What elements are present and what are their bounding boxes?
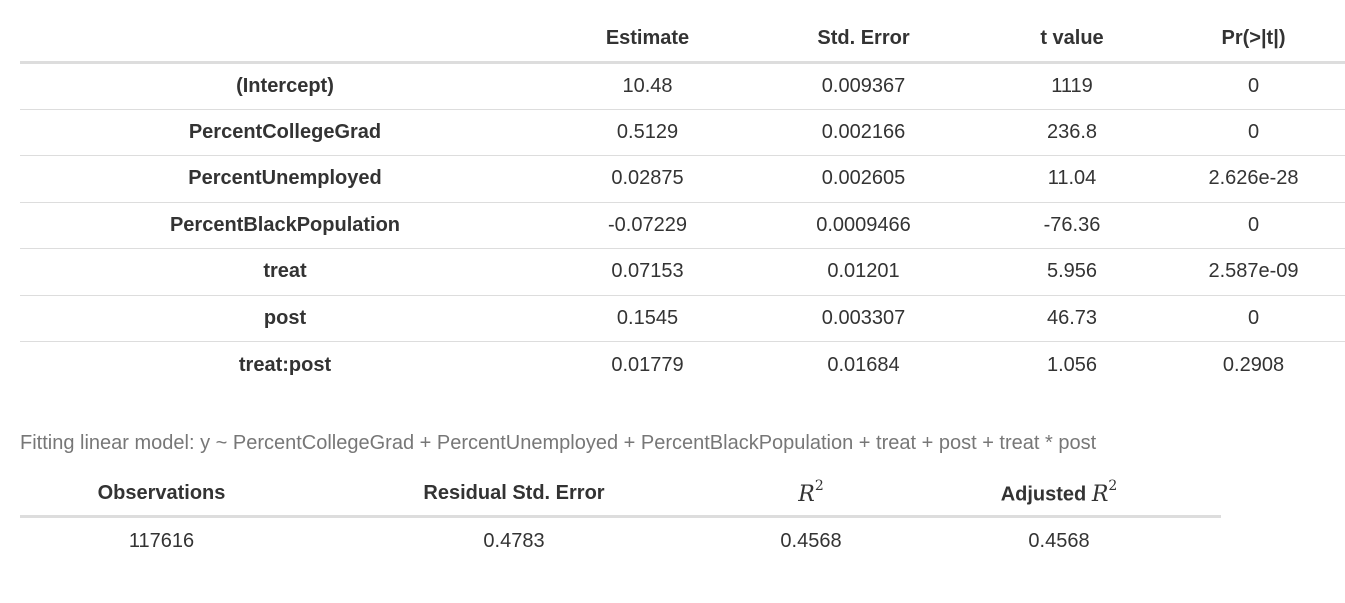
model-fit-row: 117616 0.4783 0.4568 0.4568 <box>20 517 1221 565</box>
cell-estimate: -0.07229 <box>550 202 745 249</box>
table-row: PercentUnemployed 0.02875 0.002605 11.04 2.6… <box>20 155 1345 203</box>
cell-estimate: 0.1545 <box>550 295 745 342</box>
header-p-value: Pr(>|t|) <box>1162 15 1345 64</box>
cell-t-value: 1.056 <box>1046 353 1098 376</box>
cell-term: treat:post <box>238 353 332 376</box>
header-t-value: t value <box>982 15 1162 64</box>
model-fit-table: Observations Residual Std. Error R2 Adju… <box>20 472 1221 564</box>
table-caption: Fitting linear model: y ~ PercentCollege… <box>20 432 1097 454</box>
cell-std-error: 0.009367 <box>745 62 982 110</box>
cell-t-value: 5.956 <box>982 248 1162 296</box>
cell-term: PercentUnemployed <box>20 155 550 203</box>
cell-std-error: 0.01684 <box>827 353 900 376</box>
header-term <box>20 15 550 64</box>
header-estimate: Estimate <box>550 15 745 64</box>
cell-estimate: 10.48 <box>550 62 745 110</box>
cell-term: PercentCollegeGrad <box>20 109 550 156</box>
value-r-squared: 0.4568 <box>780 529 842 552</box>
header-r-squared: R2 <box>725 472 897 518</box>
cell-p-value: 0 <box>1162 295 1345 342</box>
table-row: PercentBlackPopulation -0.07229 0.0009466-… <box>20 202 1345 249</box>
cell-p-value: 0 <box>1162 109 1345 156</box>
value-observations: 117616 <box>128 529 195 552</box>
cell-t-value: 46.73 <box>982 295 1162 342</box>
cell-t-value: 11.04 <box>982 155 1162 203</box>
coefficients-table: Estimate Std. Error t value Pr(>|t|) (In… <box>20 15 1345 388</box>
cell-std-error: 0.002166 <box>745 109 982 156</box>
cell-p-value: 0.2908 <box>1222 353 1285 376</box>
cell-p-value: 0 <box>1162 202 1345 249</box>
table-row: PercentCollegeGrad 0.5129 0.002166 236.8 0 <box>20 109 1345 156</box>
table-row: treat:post 0.01779 0.01684 1.056 0.2908 <box>20 342 1345 389</box>
cell-term: post <box>20 295 550 342</box>
cell-p-value: 0 <box>1162 62 1345 110</box>
cell-estimate: 0.02875 <box>550 155 745 203</box>
value-residual-std-error: 0.4783 <box>483 529 545 552</box>
cell-std-error: 0.002605 <box>745 155 982 203</box>
cell-t-value: 1119 <box>982 62 1162 110</box>
cell-std-error: 0.003307 <box>745 295 982 342</box>
cell-t-value: -76.36 <box>982 202 1162 249</box>
cell-std-error: 0.0009466 <box>745 202 982 249</box>
cell-p-value: 2.587e-09 <box>1162 248 1345 296</box>
header-adjusted-r-squared: Adjusted R2 <box>897 472 1221 518</box>
table-row: post 0.1545 0.003307 46.73 0 <box>20 295 1345 342</box>
header-std-error: Std. Error <box>745 15 982 64</box>
header-residual-std-error: Residual Std. Error <box>303 472 725 518</box>
table-row: treat 0.07153 0.01201 5.956 2.587e-09 <box>20 248 1345 296</box>
cell-term: PercentBlackPopulation <box>20 202 550 249</box>
coefficients-header-row: Estimate Std. Error t value Pr(>|t|) <box>20 15 1345 64</box>
header-observations: Observations <box>20 472 303 518</box>
cell-estimate: 0.5129 <box>550 109 745 156</box>
cell-term: treat <box>20 248 550 296</box>
value-adjusted-r-squared: 0.4568 <box>1028 529 1090 552</box>
cell-estimate: 0.07153 <box>550 248 745 296</box>
r-squared-symbol: R2 <box>798 478 824 507</box>
adjusted-r-squared-symbol: R2 <box>1091 478 1118 507</box>
cell-estimate: 0.01779 <box>611 353 684 376</box>
cell-t-value: 236.8 <box>982 109 1162 156</box>
cell-p-value: 2.626e-28 <box>1162 155 1345 203</box>
model-fit-header-row: Observations Residual Std. Error R2 Adju… <box>20 472 1221 518</box>
table-row: (Intercept) 10.48 0.009367 1119 0 <box>20 62 1345 110</box>
cell-std-error: 0.01201 <box>745 248 982 296</box>
cell-term: (Intercept) <box>20 62 550 110</box>
